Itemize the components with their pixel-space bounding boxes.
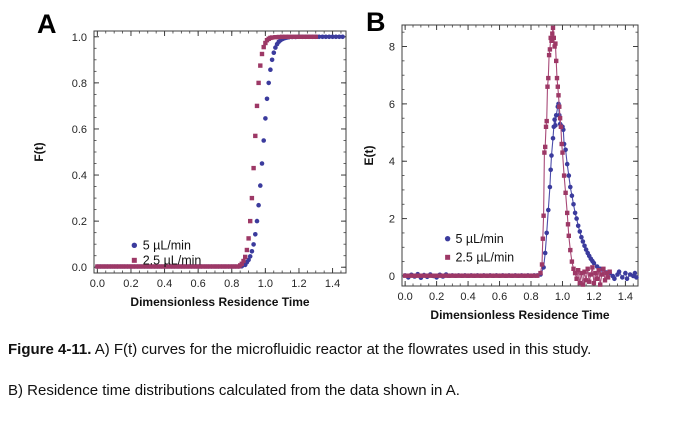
y-tick-label: 4 (389, 156, 395, 168)
x-tick-label: 0.0 (397, 291, 412, 303)
legend-marker-circle (131, 242, 138, 249)
x-tick-label: 1.2 (291, 278, 306, 290)
y-tick-label: 0.0 (72, 262, 87, 274)
x-axis-label: Dimensionless Residence Time (130, 295, 310, 309)
legend-label: 5 µL/min (143, 239, 191, 253)
caption-line-1: Figure 4-11. A) F(t) curves for the micr… (8, 341, 683, 360)
figure-caption: Figure 4-11. A) F(t) curves for the micr… (8, 341, 683, 423)
y-tick-label: 0.2 (72, 216, 87, 228)
x-tick-label: 0.6 (191, 278, 206, 290)
plot-a-canvas: 0.0 0.2 0.4 0.6 0.8 1.0 1.2 1.4 0.0 0.2 0.4 0.6 0.8 1… (32, 30, 347, 309)
series-5-ul-min (95, 34, 345, 269)
x-tick-label: 0.6 (492, 291, 507, 303)
axes-frame: 0.0 0.2 0.4 0.6 0.8 1.0 1.2 1.4 0 2 4 6 8 (389, 24, 639, 303)
legend: 5 µL/min 2.5 µL/min (444, 232, 514, 265)
x-tick-label: 0.0 (90, 278, 105, 290)
x-axis-label: Dimensionless Residence Time (430, 308, 610, 322)
y-tick-label: 0.4 (72, 170, 87, 182)
x-tick-label: 0.8 (523, 291, 538, 303)
legend-marker-circle (444, 235, 451, 242)
series-2.5-ul-min (95, 34, 318, 269)
y-axis-label: F(t) (32, 142, 46, 161)
y-tick-label: 2 (389, 214, 395, 226)
panel-label-b: B (366, 7, 386, 37)
legend-label: 5 µL/min (455, 232, 503, 246)
y-tick-label: 0.8 (72, 78, 87, 90)
y-tick-label: 1.0 (72, 32, 87, 44)
x-tick-label: 0.2 (123, 278, 138, 290)
axes-frame: 0.0 0.2 0.4 0.6 0.8 1.0 1.2 1.4 0.0 0.2 0.4 0.6 0.8 1… (72, 30, 347, 290)
x-tick-label: 0.2 (429, 291, 444, 303)
x-tick-label: 0.4 (157, 278, 172, 290)
legend-label: 2.5 µL/min (455, 251, 514, 265)
y-axis-label: E(t) (362, 146, 376, 166)
caption-text-a: A) F(t) curves for the microfluidic reac… (91, 341, 592, 358)
panel-label-a: A (37, 9, 57, 39)
y-tick-label: 0.6 (72, 124, 87, 136)
y-tick-label: 0 (389, 271, 395, 283)
series-2.5-ul-min (402, 25, 612, 287)
series-5-ul-min (402, 101, 639, 282)
y-tick-label: 8 (389, 42, 395, 54)
x-tick-label: 0.8 (224, 278, 239, 290)
caption-figure-number: Figure 4-11. (8, 341, 92, 358)
x-tick-label: 1.0 (555, 291, 570, 303)
legend-label: 2.5 µL/min (143, 254, 202, 268)
plot-b-canvas: 0.0 0.2 0.4 0.6 0.8 1.0 1.2 1.4 0 2 4 6 8 Dimensionle… (362, 24, 639, 322)
legend-marker-square (445, 254, 451, 260)
x-tick-label: 1.4 (618, 291, 633, 303)
x-tick-label: 1.2 (586, 291, 601, 303)
x-tick-label: 1.4 (325, 278, 340, 290)
x-tick-label: 0.4 (460, 291, 475, 303)
x-tick-label: 1.0 (258, 278, 273, 290)
legend-marker-square (131, 257, 137, 263)
y-tick-label: 6 (389, 99, 395, 111)
caption-text-b: B) Residence time distributions calculat… (8, 381, 460, 399)
